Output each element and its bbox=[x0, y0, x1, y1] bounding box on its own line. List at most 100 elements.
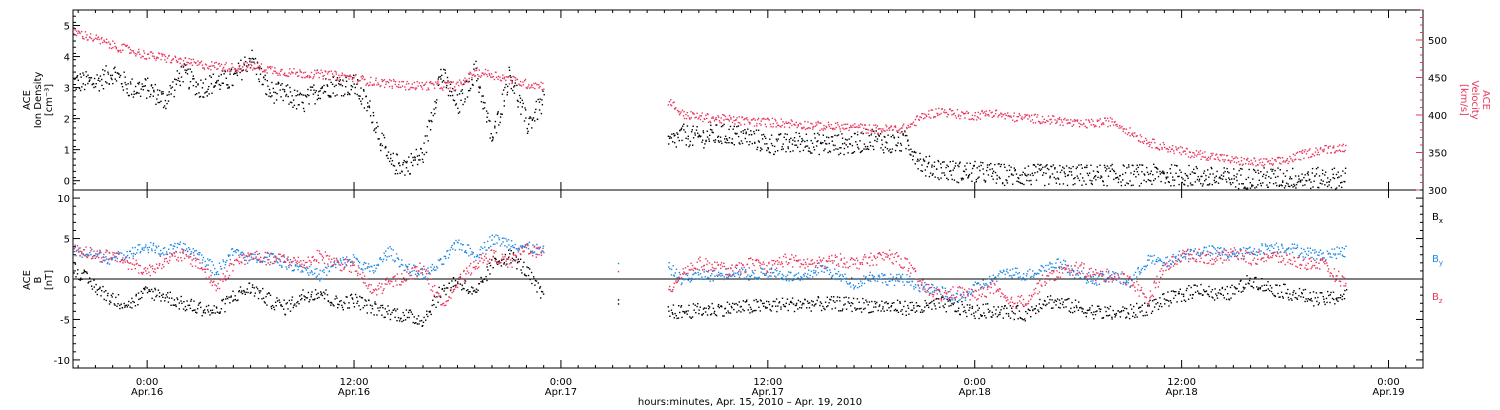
velocity-point bbox=[1165, 148, 1167, 150]
velocity-point bbox=[981, 110, 983, 113]
bx-point bbox=[795, 304, 798, 306]
velocity-point bbox=[1047, 120, 1049, 123]
ion-density-point bbox=[837, 148, 839, 150]
ion-density-point bbox=[255, 73, 258, 76]
ion-density-point bbox=[446, 84, 448, 87]
ion-density-point bbox=[271, 95, 273, 97]
ion-density-point bbox=[1265, 174, 1267, 177]
velocity-point bbox=[472, 73, 475, 76]
ion-density-point bbox=[882, 149, 884, 151]
ion-density-point bbox=[1094, 175, 1097, 177]
velocity-point bbox=[375, 79, 377, 82]
velocity-point bbox=[411, 83, 413, 85]
velocity-point bbox=[518, 83, 520, 85]
ion-density-point bbox=[827, 151, 829, 154]
velocity-point bbox=[1001, 116, 1003, 118]
ion-density-point bbox=[817, 132, 819, 134]
bx-point bbox=[412, 321, 414, 324]
bx-point bbox=[799, 301, 802, 303]
velocity-point bbox=[769, 123, 772, 126]
by-point bbox=[111, 259, 113, 261]
bx-point bbox=[1050, 307, 1053, 309]
velocity-point bbox=[348, 78, 350, 80]
ion-density-point bbox=[711, 131, 713, 133]
ion-density-point bbox=[1111, 168, 1113, 170]
velocity-point bbox=[117, 51, 119, 53]
velocity-point bbox=[1079, 123, 1082, 125]
bx-point bbox=[188, 304, 191, 306]
velocity-point bbox=[1096, 120, 1099, 123]
bx-point bbox=[749, 312, 751, 314]
velocity-point bbox=[1141, 141, 1144, 143]
ion-density-point bbox=[931, 174, 934, 176]
bx-point bbox=[936, 297, 938, 300]
velocity-point bbox=[1223, 160, 1225, 163]
by-point bbox=[154, 249, 156, 252]
velocity-point bbox=[914, 118, 917, 121]
velocity-point bbox=[254, 67, 256, 70]
bx-point bbox=[371, 308, 374, 310]
ion-density-point bbox=[341, 85, 344, 87]
velocity-point bbox=[1195, 150, 1198, 152]
bx-point bbox=[1323, 298, 1325, 300]
velocity-point bbox=[702, 120, 704, 123]
velocity-point bbox=[1234, 157, 1236, 159]
bx-point bbox=[832, 300, 835, 302]
velocity-point bbox=[193, 61, 195, 63]
ion-density-point bbox=[266, 80, 268, 82]
ion-density-point bbox=[207, 88, 209, 90]
ion-density-point bbox=[1252, 184, 1254, 187]
bx-point bbox=[1053, 301, 1055, 303]
velocity-point bbox=[1043, 118, 1045, 120]
velocity-point bbox=[712, 116, 714, 118]
velocity-point bbox=[1279, 157, 1282, 159]
bx-point bbox=[148, 290, 150, 292]
bx-point bbox=[958, 307, 960, 309]
ion-density-point bbox=[1006, 179, 1008, 182]
by-point bbox=[265, 256, 267, 259]
velocity-point bbox=[394, 83, 396, 86]
bx-point bbox=[161, 294, 163, 296]
ion-density-point bbox=[862, 132, 864, 135]
bx-point bbox=[352, 298, 354, 300]
velocity-point bbox=[797, 125, 799, 127]
by-point bbox=[301, 269, 303, 272]
velocity-point bbox=[940, 108, 943, 110]
ion-density-point bbox=[110, 77, 112, 79]
by-point bbox=[152, 242, 155, 245]
ion-density-point bbox=[1292, 186, 1294, 188]
bx-point bbox=[1096, 310, 1098, 312]
ion-density-point bbox=[849, 143, 852, 145]
ion-density-point bbox=[1245, 188, 1248, 190]
ion-density-point bbox=[1312, 186, 1314, 188]
ion-density-point bbox=[685, 144, 687, 146]
by-point bbox=[296, 265, 298, 267]
ion-density-point bbox=[360, 87, 362, 89]
bx-point bbox=[797, 308, 799, 310]
bx-point bbox=[1263, 284, 1266, 286]
ion-density-point bbox=[494, 127, 496, 129]
ion-density-point bbox=[890, 136, 892, 138]
ion-density-point bbox=[974, 160, 976, 163]
velocity-point bbox=[883, 129, 885, 132]
ion-density-point bbox=[376, 121, 378, 124]
velocity-point bbox=[218, 62, 220, 65]
legend-by: By bbox=[1432, 254, 1443, 267]
velocity-point bbox=[450, 81, 452, 83]
ion-density-point bbox=[770, 134, 773, 136]
velocity-point bbox=[1063, 118, 1065, 121]
velocity-point bbox=[105, 38, 108, 40]
bx-point bbox=[1024, 320, 1026, 322]
velocity-point bbox=[733, 120, 735, 122]
bx-point bbox=[838, 310, 840, 312]
ion-density-point bbox=[356, 93, 358, 96]
ion-density-point bbox=[451, 94, 454, 97]
ion-density-point bbox=[230, 68, 233, 71]
by-point bbox=[293, 270, 295, 272]
velocity-point bbox=[1076, 119, 1079, 121]
ion-density-point bbox=[507, 85, 509, 88]
bx-point bbox=[826, 296, 828, 298]
velocity-point bbox=[1257, 164, 1259, 166]
velocity-point bbox=[1159, 143, 1161, 146]
velocity-point bbox=[426, 89, 428, 91]
